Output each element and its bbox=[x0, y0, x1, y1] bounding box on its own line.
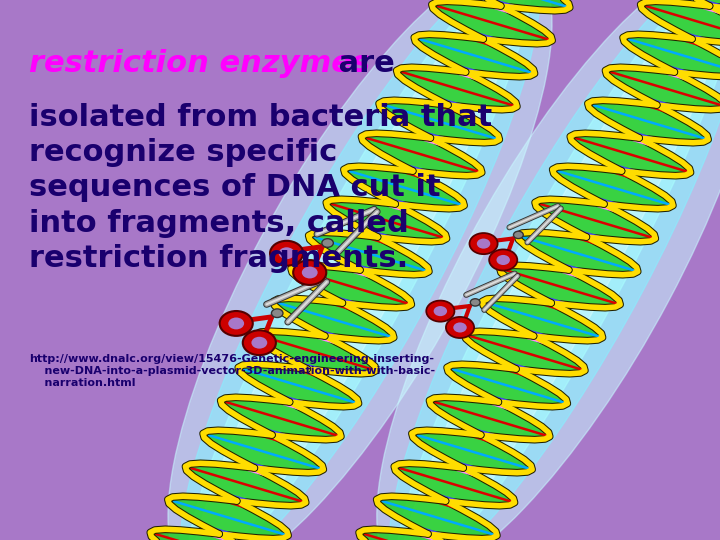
Polygon shape bbox=[518, 232, 638, 275]
Circle shape bbox=[433, 306, 447, 316]
Polygon shape bbox=[291, 265, 411, 308]
Ellipse shape bbox=[390, 0, 720, 540]
Polygon shape bbox=[186, 463, 306, 505]
Circle shape bbox=[271, 309, 283, 318]
Circle shape bbox=[446, 317, 474, 338]
Circle shape bbox=[469, 233, 498, 254]
Polygon shape bbox=[464, 332, 585, 374]
Polygon shape bbox=[658, 0, 720, 11]
Circle shape bbox=[293, 260, 326, 285]
Circle shape bbox=[454, 322, 467, 333]
Polygon shape bbox=[344, 166, 464, 208]
Circle shape bbox=[513, 231, 523, 239]
Polygon shape bbox=[359, 529, 480, 540]
Polygon shape bbox=[553, 166, 673, 208]
Polygon shape bbox=[429, 397, 550, 440]
Ellipse shape bbox=[192, 0, 528, 540]
Ellipse shape bbox=[168, 0, 552, 540]
Polygon shape bbox=[203, 430, 323, 472]
Text: http://www.dnalc.org/view/15476-Genetic-engineering-inserting-
    new-DNA-into-: http://www.dnalc.org/view/15476-Genetic-… bbox=[29, 354, 435, 388]
Polygon shape bbox=[623, 35, 720, 77]
Polygon shape bbox=[274, 298, 394, 341]
Text: isolated from bacteria that
recognize specific
sequences of DNA cut it
into frag: isolated from bacteria that recognize sp… bbox=[29, 103, 492, 273]
Polygon shape bbox=[379, 100, 500, 143]
Polygon shape bbox=[482, 298, 603, 341]
Polygon shape bbox=[397, 68, 517, 110]
Ellipse shape bbox=[188, 0, 532, 540]
Text: restriction enzymes: restriction enzymes bbox=[29, 49, 370, 78]
Polygon shape bbox=[377, 496, 497, 539]
Circle shape bbox=[489, 249, 517, 271]
Polygon shape bbox=[256, 332, 376, 374]
Text: are: are bbox=[328, 49, 395, 78]
Polygon shape bbox=[414, 35, 534, 77]
Circle shape bbox=[270, 241, 303, 266]
Polygon shape bbox=[168, 496, 288, 539]
Circle shape bbox=[426, 301, 454, 322]
Polygon shape bbox=[570, 133, 690, 176]
Polygon shape bbox=[412, 430, 532, 472]
Polygon shape bbox=[150, 529, 271, 540]
Polygon shape bbox=[449, 0, 570, 11]
Circle shape bbox=[220, 311, 253, 336]
Ellipse shape bbox=[181, 0, 539, 540]
Polygon shape bbox=[238, 364, 359, 407]
Circle shape bbox=[251, 337, 267, 349]
Polygon shape bbox=[309, 232, 429, 275]
Circle shape bbox=[497, 255, 510, 265]
Circle shape bbox=[243, 330, 276, 355]
Ellipse shape bbox=[377, 0, 720, 540]
Polygon shape bbox=[220, 397, 341, 440]
Polygon shape bbox=[447, 364, 567, 407]
Polygon shape bbox=[500, 265, 620, 308]
Ellipse shape bbox=[400, 0, 720, 540]
Polygon shape bbox=[535, 199, 655, 242]
Polygon shape bbox=[361, 133, 482, 176]
Polygon shape bbox=[432, 1, 552, 44]
Polygon shape bbox=[606, 68, 720, 110]
Ellipse shape bbox=[397, 0, 720, 540]
Polygon shape bbox=[326, 199, 446, 242]
Circle shape bbox=[470, 299, 480, 306]
Polygon shape bbox=[641, 1, 720, 44]
Circle shape bbox=[302, 267, 318, 279]
Circle shape bbox=[279, 247, 294, 259]
Circle shape bbox=[322, 239, 333, 247]
Polygon shape bbox=[588, 100, 708, 143]
Circle shape bbox=[477, 239, 490, 248]
Polygon shape bbox=[395, 463, 515, 505]
Circle shape bbox=[228, 318, 244, 329]
